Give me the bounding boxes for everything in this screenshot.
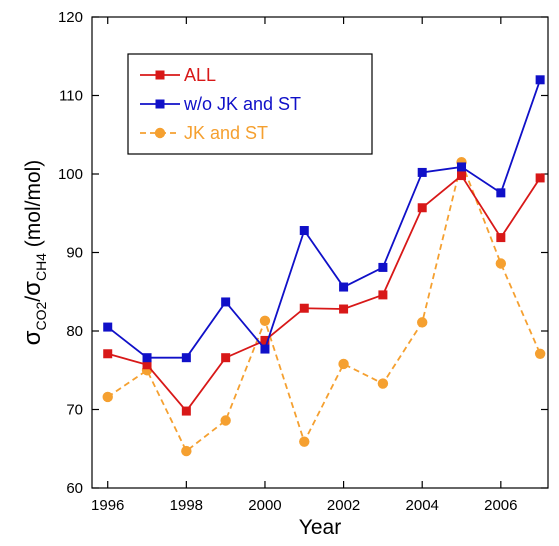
y-axis-title: σCO2/σCH4 (mol/mol) (19, 160, 49, 346)
data-point (534, 348, 546, 359)
series-all (103, 171, 545, 416)
data-point (457, 171, 467, 181)
data-point (457, 162, 467, 172)
data-point (142, 360, 152, 370)
data-point (103, 349, 113, 359)
data-point (377, 378, 389, 389)
data-point (299, 226, 309, 236)
data-point (299, 303, 309, 313)
y-tick-label: 100 (58, 166, 83, 183)
series-line (107, 174, 541, 413)
series-layer (102, 75, 546, 457)
series-w-o-jk-and-st (103, 75, 545, 363)
x-tick-label: 2004 (406, 497, 439, 514)
data-point (417, 317, 428, 328)
legend-box (127, 53, 373, 155)
x-tick-label: 2000 (248, 497, 281, 514)
data-point (417, 203, 427, 213)
x-tick-label: 1996 (91, 497, 124, 514)
data-point (259, 315, 271, 326)
y-title-sigma-1: σ (19, 330, 46, 345)
data-point (378, 290, 388, 300)
y-title-sub-co2: CO2 (33, 302, 49, 331)
series-line (107, 159, 541, 453)
axis-ticks: 60 70 80 90 100 110 120 1996 1998 2000 2002 2004 200… (58, 9, 548, 514)
x-tick-label: 1998 (170, 497, 203, 514)
y-title-slash: / (22, 296, 45, 302)
x-axis-title: Year (299, 516, 341, 539)
data-point (181, 445, 192, 457)
legend-label: JK and ST (184, 123, 268, 143)
data-point (495, 258, 507, 269)
data-point (220, 415, 231, 426)
data-point (496, 233, 506, 243)
x-tick-label: 2002 (327, 497, 360, 514)
data-point (339, 282, 349, 292)
data-point (260, 335, 270, 345)
y-tick-label: 80 (66, 323, 83, 340)
data-point (417, 167, 427, 177)
data-point (221, 353, 231, 363)
data-point (260, 344, 270, 354)
series-line (107, 79, 541, 359)
legend-marker (155, 70, 165, 80)
plot-area: 60 70 80 90 100 110 120 1996 1998 2000 2002 2004 200… (58, 9, 549, 514)
legend-entry: JK and ST (140, 123, 268, 143)
y-tick-label: 90 (66, 245, 83, 262)
data-point (181, 406, 191, 416)
legend: ALL w/o JK and ST JK and ST (127, 53, 373, 155)
data-point (535, 75, 545, 85)
data-point (299, 436, 310, 447)
y-tick-label: 110 (59, 88, 83, 105)
y-tick-label: 70 (66, 402, 83, 419)
data-point (142, 353, 152, 363)
series-jk-and-st (102, 157, 546, 457)
legend-label: ALL (184, 65, 216, 85)
x-tick-label: 2006 (484, 497, 517, 514)
legend-marker (155, 99, 165, 109)
data-point (496, 188, 506, 198)
data-point (102, 391, 113, 403)
y-tick-label: 60 (66, 480, 83, 497)
data-point (378, 262, 388, 272)
data-point (103, 322, 113, 332)
y-title-sub-ch4: CH4 (33, 253, 49, 281)
data-point (338, 358, 349, 370)
legend-marker (154, 127, 166, 139)
data-point (535, 173, 545, 183)
y-title-unit: (mol/mol) (22, 160, 45, 253)
data-point (181, 353, 191, 363)
y-title-sigma-2: σ (19, 281, 46, 296)
legend-entry: ALL (140, 65, 216, 85)
y-tick-label: 120 (58, 9, 83, 26)
legend-entry: w/o JK and ST (140, 94, 301, 114)
legend-label: w/o JK and ST (183, 94, 301, 114)
data-point (339, 304, 349, 314)
data-point (221, 297, 231, 307)
